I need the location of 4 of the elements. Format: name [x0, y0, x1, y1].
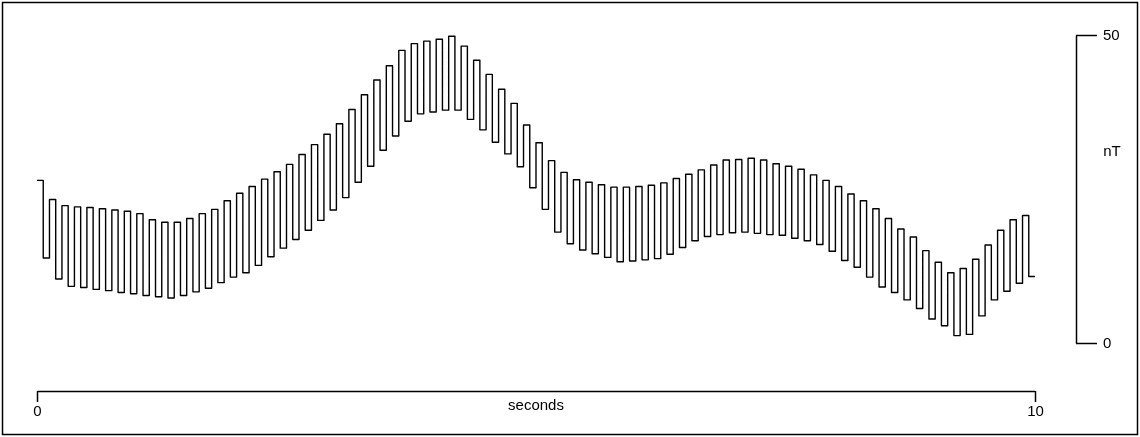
y-axis-title: nT — [1103, 142, 1121, 160]
x-tick-label: 10 — [1027, 401, 1044, 419]
x-axis-title: seconds — [508, 396, 564, 413]
y-tick-label: 50 — [1103, 26, 1120, 44]
